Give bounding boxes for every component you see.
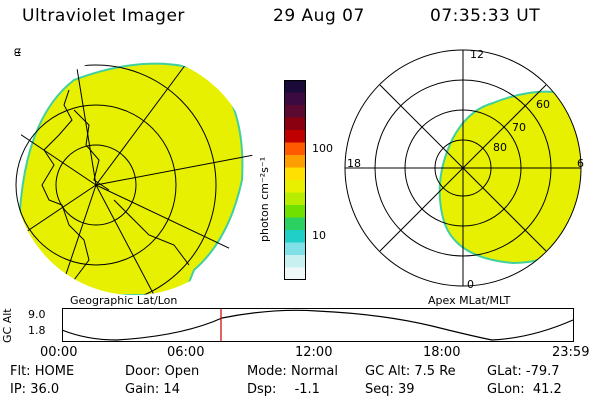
altitude-curve (62, 309, 574, 341)
mlat-label-80: 80 (493, 141, 507, 154)
geographic-image-panel (14, 55, 254, 295)
colorbar (284, 80, 306, 280)
time-tick-2359: 23:59 (552, 345, 590, 360)
colorbar-band (284, 230, 306, 243)
gain-status: Gain: 14 (125, 382, 180, 397)
flt-status: Flt: HOME (10, 364, 75, 379)
colorbar-band (284, 267, 306, 280)
alt-tick-1-8: 1.8 (28, 324, 46, 337)
mode-status: Mode: Normal (247, 364, 338, 379)
glon-status: GLon: 41.2 (487, 382, 562, 397)
coastline (41, 89, 190, 281)
time-label: 07:35:33 UT (430, 6, 541, 26)
time-tick-0000: 00:00 (40, 345, 78, 360)
seq-status: Seq: 39 (365, 382, 415, 397)
alt-axis-label: GC Alt (1, 308, 14, 343)
colorbar-band (284, 117, 306, 131)
colorbar-band (284, 255, 306, 268)
time-tick-1800: 18:00 (423, 345, 461, 360)
altitude-strip (62, 308, 574, 342)
mlat-label-60: 60 (536, 98, 550, 111)
ip-status: IP: 36.0 (10, 382, 60, 397)
colorbar-band (284, 142, 306, 156)
colorbar-band (284, 167, 306, 181)
instrument-title: Ultraviolet Imager (22, 6, 185, 26)
magnetic-caption: Apex MLat/MLT (428, 294, 511, 307)
mlat-mlt-grid (344, 49, 582, 287)
colorbar-tick-10: 10 (312, 229, 326, 242)
mlt-label-12: 12 (470, 48, 484, 61)
colorbar-band (284, 192, 306, 206)
mlt-label-18: 18 (347, 157, 361, 170)
date-label: 29 Aug 07 (273, 6, 365, 26)
dsp-status: Dsp: -1.1 (247, 382, 320, 397)
geographic-caption: Geographic Lat/Lon (70, 294, 178, 307)
aurora-emission-region (17, 62, 244, 295)
door-status: Door: Open (125, 364, 200, 379)
coastline-fragment-icon: ᘀ (14, 48, 22, 59)
colorbar-band (284, 217, 306, 231)
magnetic-image-panel (344, 49, 582, 287)
colorbar-unit-label: photon cm⁻²s⁻¹ (258, 156, 271, 242)
colorbar-band (284, 155, 306, 168)
colorbar-band (284, 205, 306, 218)
colorbar-band (284, 80, 306, 93)
mlt-label-6: 6 (577, 157, 584, 170)
gcalt-status: GC Alt: 7.5 Re (365, 364, 456, 379)
colorbar-band (284, 180, 306, 193)
colorbar-band (284, 105, 306, 118)
alt-tick-9: 9.0 (28, 308, 46, 321)
time-tick-0600: 06:00 (167, 345, 205, 360)
time-tick-1200: 12:00 (295, 345, 333, 360)
mlt-label-0: 0 (467, 278, 474, 291)
colorbar-band (284, 242, 306, 256)
glat-status: GLat: -79.7 (487, 364, 560, 379)
colorbar-tick-100: 100 (312, 142, 333, 155)
mlat-label-70: 70 (512, 121, 526, 134)
colorbar-band (284, 92, 306, 106)
colorbar-band (284, 130, 306, 143)
